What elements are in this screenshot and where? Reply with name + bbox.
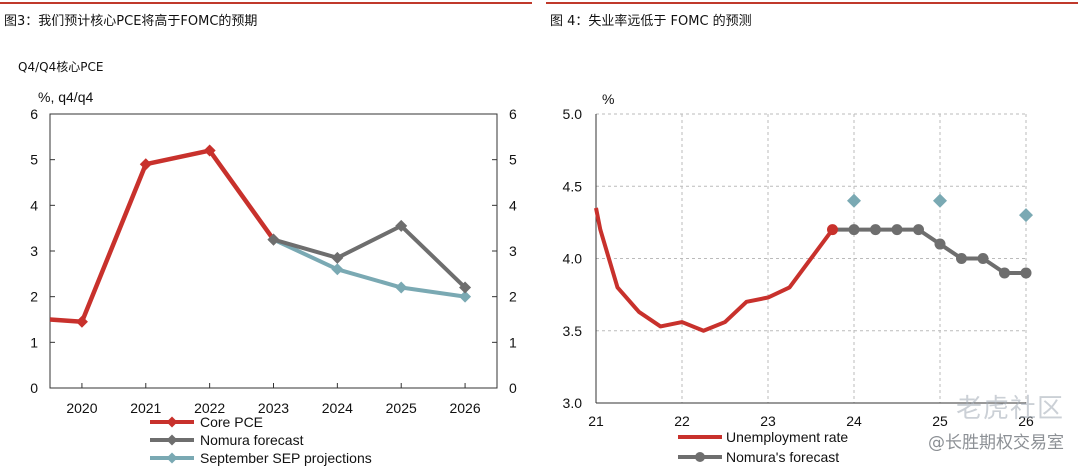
right-panel: 图 4：失业率远低于 FOMC 的预测 % 3.0 3.5 4.0 4.5 5.0 21 22… <box>546 0 1078 466</box>
series-line-unemployment-rate <box>594 207 835 333</box>
y-tick-right-label: 1 <box>509 334 517 350</box>
y-tick-left-label: 1 <box>30 334 38 350</box>
legend-swatch-marker <box>166 416 178 428</box>
x-tick-label: 2026 <box>449 400 480 416</box>
x-tick-label: 24 <box>846 413 862 429</box>
legend-label: Nomura's forecast <box>726 449 839 465</box>
x-tick-label: 2022 <box>194 400 225 416</box>
y-tick-right-label: 4 <box>509 197 517 213</box>
y-tick-label: 3.5 <box>563 323 583 339</box>
y-tick-left-label: 3 <box>30 243 38 259</box>
y-tick-label: 4.5 <box>563 178 583 194</box>
data-point <box>267 233 280 246</box>
x-tick-label: 2024 <box>322 400 353 416</box>
left-chart: %, q4/q4 0 0 1 1 2 2 3 3 4 4 5 5 6 6 2020 2021 2022 2023 20… <box>30 89 517 466</box>
y-tick-right-label: 3 <box>509 243 517 259</box>
data-point <box>203 144 216 157</box>
legend-swatch-marker <box>166 452 178 464</box>
data-point <box>913 224 924 236</box>
data-point <box>956 253 967 264</box>
x-tick-label: 2023 <box>258 400 289 416</box>
y-unit-label: %, q4/q4 <box>38 89 93 105</box>
data-point <box>1020 267 1032 279</box>
data-point <box>331 263 344 276</box>
data-point-end <box>827 224 838 236</box>
data-point <box>934 238 946 250</box>
data-point <box>459 281 472 294</box>
y-tick-left-label: 0 <box>30 380 38 396</box>
left-title-rule <box>0 2 532 4</box>
legend-label: Unemployment rate <box>726 429 848 445</box>
data-point <box>395 219 408 232</box>
data-point <box>848 224 860 236</box>
watermark-account: @长胜期权交易室 <box>928 433 1064 453</box>
y-tick-left-label: 5 <box>30 152 38 168</box>
x-tick-label: 26 <box>1018 413 1034 429</box>
y-tick-left-label: 6 <box>30 106 38 122</box>
data-point <box>977 253 989 264</box>
y-tick-label: 5.0 <box>563 106 583 122</box>
legend-label: Nomura forecast <box>200 432 304 448</box>
right-chart: % 3.0 3.5 4.0 4.5 5.0 21 22 23 24 25 26 Unemployment… <box>563 91 1034 465</box>
legend-swatch-marker <box>166 434 178 446</box>
data-point <box>75 315 88 328</box>
legend-label: Core PCE <box>200 414 263 430</box>
y-unit-label: % <box>602 91 614 107</box>
legend-swatch-marker <box>695 452 705 462</box>
data-point <box>870 224 881 236</box>
data-point <box>395 281 408 294</box>
x-tick-label: 2020 <box>66 400 97 416</box>
series-line-nomura-forecast <box>272 223 467 289</box>
data-point <box>139 158 152 171</box>
y-tick-left-label: 2 <box>30 289 38 305</box>
data-point <box>999 267 1010 279</box>
y-tick-label: 3.0 <box>563 395 583 411</box>
watermark-community: 老虎社区 <box>955 394 1064 424</box>
right-title-rule <box>546 2 1078 4</box>
fomc-projection-point <box>847 193 861 208</box>
right-figure-title: 图 4：失业率远低于 FOMC 的预测 <box>550 14 752 29</box>
x-tick-label: 21 <box>588 413 604 429</box>
x-tick-label: 25 <box>932 413 948 429</box>
x-tick-label: 2025 <box>386 400 417 416</box>
y-tick-label: 4.0 <box>563 251 583 267</box>
data-point <box>459 290 472 303</box>
y-tick-right-label: 5 <box>509 152 517 168</box>
left-chart-subtitle: Q4/Q4核心PCE <box>18 60 104 74</box>
y-tick-right-label: 0 <box>509 380 517 396</box>
y-tick-left-label: 4 <box>30 197 38 213</box>
y-tick-right-label: 6 <box>509 106 517 122</box>
data-point <box>891 224 903 236</box>
left-panel: 图3：我们预计核心PCE将高于FOMC的预期 Q4/Q4核心PCE %, q4/… <box>0 0 532 466</box>
fomc-projection-point <box>1019 208 1033 223</box>
left-figure-title: 图3：我们预计核心PCE将高于FOMC的预期 <box>4 14 258 29</box>
series-line-core-pce <box>49 148 276 325</box>
fomc-projection-point <box>933 193 947 208</box>
data-point <box>331 251 344 264</box>
x-tick-label: 22 <box>674 413 690 429</box>
y-tick-right-label: 2 <box>509 289 517 305</box>
legend-label: September SEP projections <box>200 450 372 466</box>
series-line-september-sep-projections <box>272 237 466 299</box>
x-tick-label: 2021 <box>130 400 161 416</box>
series-line-nomuras-forecast <box>832 227 1026 275</box>
x-tick-label: 23 <box>760 413 776 429</box>
